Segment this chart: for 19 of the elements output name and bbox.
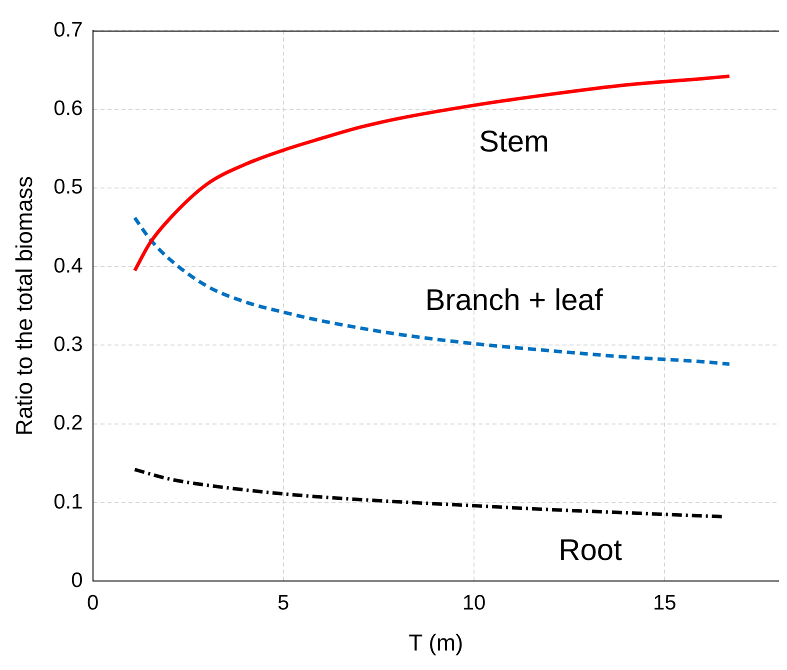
series-label: Root — [558, 534, 623, 567]
series-label: Branch + leaf — [425, 284, 604, 317]
y-tick-label: 0.5 — [54, 176, 83, 199]
y-tick-label: 0.3 — [54, 333, 83, 356]
y-tick-label: 0 — [71, 568, 83, 592]
y-tick-label: 0.1 — [54, 490, 83, 514]
x-axis-title: T (m) — [408, 630, 464, 656]
y-tick-label: 0.2 — [54, 412, 83, 435]
y-axis-title: Ratio to the total biomass — [11, 176, 38, 436]
y-tick-label: 0.6 — [54, 97, 83, 120]
x-tick-label: 15 — [652, 592, 676, 615]
x-tick-label: 10 — [462, 592, 486, 615]
x-tick-label: 0 — [86, 592, 99, 615]
line-series — [132, 216, 732, 366]
y-tick-label: 0.7 — [54, 18, 83, 42]
series-label: Stem — [479, 126, 550, 159]
y-tick-label: 0.4 — [54, 254, 84, 278]
x-tick-label: 5 — [278, 592, 290, 615]
line-series — [132, 74, 732, 272]
